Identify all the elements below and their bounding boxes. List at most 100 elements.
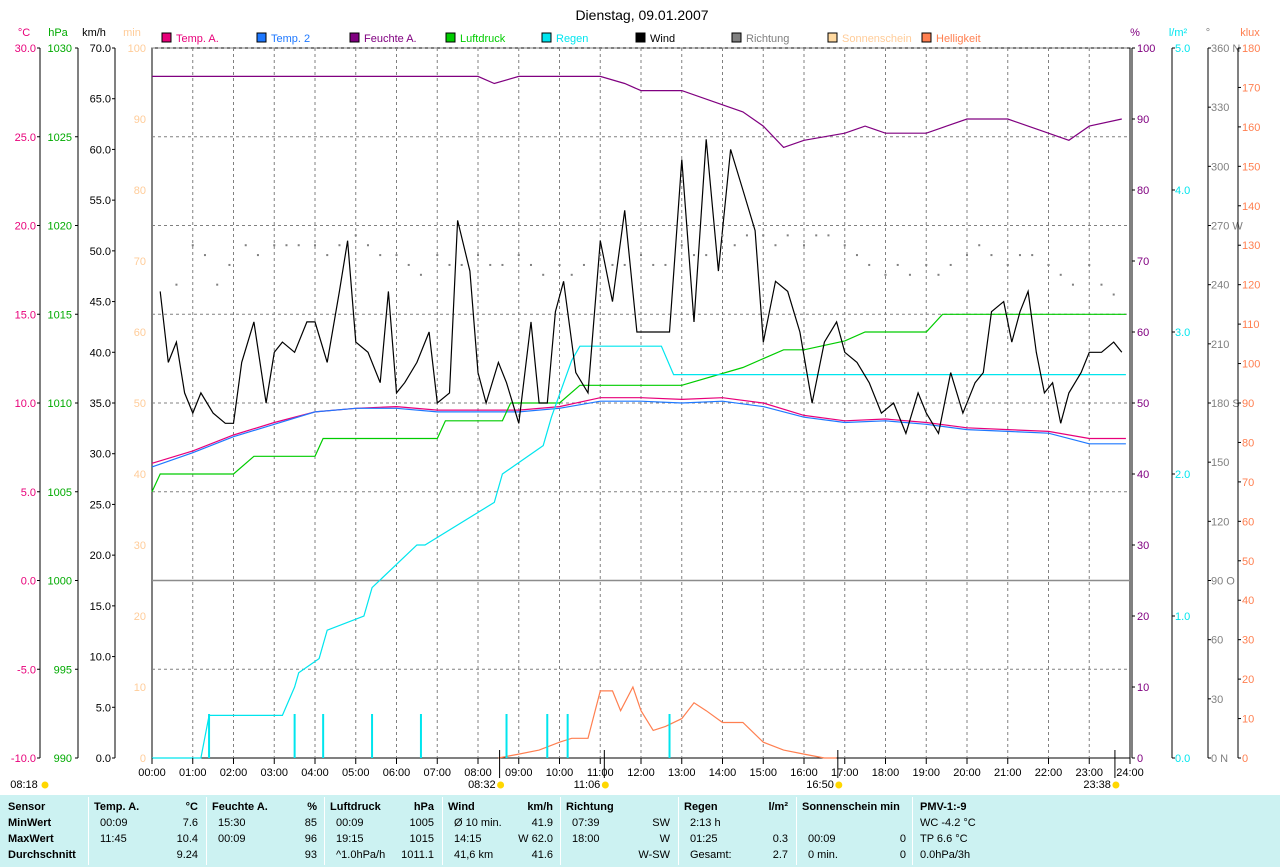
x-tick-label: 17:00 (831, 767, 859, 779)
brightness-tick-label: 110 (1242, 319, 1260, 331)
direction-point (966, 254, 968, 257)
series-line-feuchte-a- (152, 75, 1122, 149)
humidity-tick-label: 90 (1137, 114, 1149, 126)
chart-grid (152, 47, 1130, 758)
stats-time: 00:09 (336, 817, 364, 829)
rain-tick-label: 3.0 (1175, 327, 1190, 339)
stats-value: W-SW (638, 849, 670, 861)
humidity-tick-label: 50 (1137, 398, 1149, 410)
direction-tick-label: 300 (1211, 161, 1229, 173)
humidity-tick-label: 0 (1137, 753, 1143, 765)
stats-value: 1011.1 (401, 849, 434, 861)
direction-point (379, 254, 382, 257)
direction-point (338, 244, 341, 247)
x-tick-label: 02:00 (220, 767, 248, 779)
direction-tick-label: 240 (1211, 280, 1229, 292)
x-tick-label: 04:00 (301, 767, 329, 779)
stats-value: 96 (304, 833, 317, 845)
direction-tick-label: 150 (1211, 457, 1229, 469)
direction-point (1059, 273, 1062, 276)
direction-point (477, 254, 479, 257)
marker-label: 16:50 (806, 779, 834, 791)
sunshine-tick-label: 0 (140, 753, 146, 765)
direction-point (1047, 263, 1050, 266)
legend-label: Regen (556, 33, 588, 45)
wind-tick-label: 30.0 (90, 449, 111, 461)
chart-title: Dienstag, 09.01.2007 (575, 7, 708, 23)
direction-point (843, 244, 846, 247)
humidity-tick-label: 100 (1137, 43, 1155, 55)
brightness-tick-label: 140 (1242, 201, 1260, 213)
x-tick-label: 19:00 (912, 767, 940, 779)
sunshine-tick-label: 60 (134, 327, 146, 339)
direction-point (1071, 283, 1074, 286)
direction-point (745, 234, 748, 237)
direction-point (244, 244, 247, 247)
direction-point (419, 273, 422, 276)
brightness-tick-label: 70 (1242, 477, 1254, 489)
legend-swatch (541, 32, 552, 43)
direction-point (827, 234, 830, 237)
stats-time: Ø 10 min. (454, 817, 502, 829)
stats-row-label: Sensor (8, 801, 46, 813)
direction-point (582, 263, 585, 266)
direction-point (937, 273, 940, 276)
brightness-tick-label: 80 (1242, 437, 1254, 449)
stats-time: 00:09 (218, 833, 246, 845)
wind-tick-label: 55.0 (90, 195, 111, 207)
stats-time: 11:45 (100, 833, 127, 845)
marker-label: 23:38 (1083, 779, 1111, 791)
chart-legend: Temp. A. Temp. 2 Feuchte A. Luftdruck Regen W… (161, 32, 981, 45)
legend-swatch (445, 32, 456, 43)
marker-label: 11:06 (574, 779, 601, 791)
marker-label: 08:32 (468, 779, 496, 791)
sunshine-tick-label: 20 (134, 611, 146, 623)
stats-separator (678, 797, 679, 865)
legend-label: Feuchte A. (364, 33, 417, 45)
direction-point (436, 254, 439, 257)
stats-separator (206, 797, 207, 865)
pressure-unit: hPa (48, 27, 68, 39)
stats-time: 00:09 (100, 817, 128, 829)
direction-point (216, 283, 219, 286)
stats-group-title: Sonnenschein min (802, 801, 900, 813)
sunshine-tick-label: 40 (134, 469, 146, 481)
wind-tick-label: 45.0 (90, 297, 111, 309)
brightness-tick-label: 10 (1242, 714, 1254, 726)
direction-unit: ° (1206, 27, 1210, 39)
brightness-tick-label: 30 (1242, 635, 1254, 647)
pmv-line: TP 6.6 °C (920, 833, 968, 845)
temp-unit: °C (18, 27, 30, 39)
direction-point (314, 244, 316, 247)
direction-point (395, 254, 398, 257)
stats-value: 1015 (409, 833, 434, 845)
brightness-tick-label: 170 (1242, 82, 1260, 94)
pressure-tick-label: 995 (54, 664, 72, 676)
brightness-tick-label: 160 (1242, 122, 1260, 134)
direction-point (297, 244, 300, 247)
stats-time: 15:30 (218, 817, 246, 829)
direction-point (326, 254, 329, 257)
humidity-tick-label: 70 (1137, 256, 1149, 268)
stats-group-unit: l/m² (768, 801, 788, 813)
direction-tick-label: 360 N (1211, 43, 1240, 55)
pressure-tick-label: 1015 (48, 309, 72, 321)
legend-label: Wind (650, 33, 675, 45)
stats-value: W (659, 833, 670, 845)
brightness-tick-label: 90 (1242, 398, 1254, 410)
sun-icon (497, 781, 505, 789)
stats-separator (912, 797, 913, 865)
brightness-tick-label: 100 (1242, 359, 1260, 371)
brightness-tick-label: 20 (1242, 674, 1254, 686)
legend-swatch (731, 32, 742, 43)
stats-time: 00:09 (808, 833, 836, 845)
rain-tick-label: 5.0 (1175, 43, 1190, 55)
wind-tick-label: 50.0 (90, 246, 111, 258)
direction-point (868, 263, 871, 266)
direction-tick-label: 210 (1211, 339, 1229, 351)
direction-point (652, 263, 655, 266)
wind-tick-label: 35.0 (90, 398, 111, 410)
stats-value: 7.6 (182, 817, 198, 829)
temp-tick-label: 25.0 (15, 132, 36, 144)
rain-unit: l/m² (1169, 27, 1188, 39)
